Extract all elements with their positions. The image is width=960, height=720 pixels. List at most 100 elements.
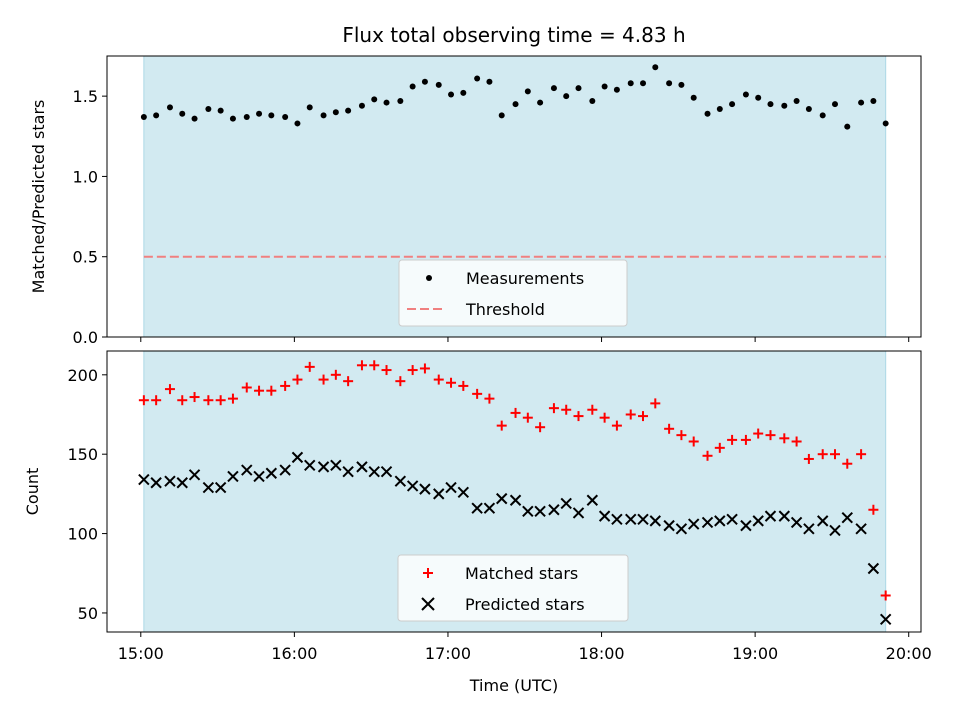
- count-panel: 50 100 150 200 15:00 16:00 17:00 18:00 19:00 20:…: [23, 350, 932, 663]
- y-tick-label: 100: [67, 525, 98, 544]
- measurement-point: [486, 78, 493, 85]
- measurement-point: [755, 94, 762, 101]
- legend-label: Measurements: [466, 269, 584, 288]
- predicted-stars-point: [445, 481, 457, 494]
- predicted-stars-point: [855, 523, 867, 535]
- measurement-point: [678, 81, 685, 88]
- count-y-axis-label: Count: [23, 468, 42, 516]
- predicted-stars-point: [150, 477, 162, 489]
- predicted-stars-point: [714, 515, 726, 527]
- matched-stars-point: [548, 403, 559, 414]
- predicted-stars-point: [457, 486, 470, 499]
- y-tick-label: 150: [67, 445, 98, 464]
- measurement-point: [666, 80, 673, 87]
- measurement-point: [358, 102, 365, 109]
- predicted-stars-point: [496, 492, 508, 505]
- predicted-stars-point: [764, 510, 777, 522]
- measurement-point: [191, 115, 198, 122]
- ratio-panel: 0.0 0.5 1.0 1.5 Matched/Predicted stars Mea…: [29, 55, 922, 347]
- matched-stars-point: [458, 380, 469, 391]
- matched-stars-point: [381, 365, 392, 376]
- predicted-stars-point: [330, 459, 342, 472]
- matched-stars-point: [151, 395, 162, 406]
- matched-stars-point: [522, 412, 533, 423]
- predicted-stars-point: [726, 513, 738, 525]
- measurement-point: [282, 114, 289, 121]
- matched-stars-point: [625, 409, 636, 420]
- x-tick-label: 16:00: [271, 644, 317, 663]
- matched-stars-point: [587, 404, 598, 415]
- predicted-stars-point: [368, 465, 380, 478]
- predicted-stars-point: [342, 465, 354, 478]
- matched-stars-point: [369, 360, 380, 371]
- x-tick-label: 15:00: [118, 644, 164, 663]
- matched-stars-point: [599, 412, 610, 423]
- measurement-point: [397, 97, 404, 104]
- measurement-point: [140, 114, 147, 121]
- ratio-legend: Measurements Threshold: [398, 259, 628, 327]
- measurement-point: [819, 112, 826, 119]
- predicted-stars-point: [176, 477, 188, 489]
- measurement-point: [435, 81, 442, 88]
- measurement-point: [882, 120, 889, 127]
- x-tick-label: 18:00: [578, 644, 624, 663]
- measurement-point: [256, 110, 263, 117]
- measurement-point: [243, 114, 250, 121]
- predicted-stars-point: [304, 459, 316, 472]
- measurement-point: [166, 104, 173, 111]
- matched-stars-point: [138, 395, 149, 406]
- y-tick-label: 0.5: [73, 248, 98, 267]
- predicted-stars-point: [380, 465, 393, 478]
- matched-stars-point: [817, 449, 828, 460]
- predicted-stars-point: [406, 480, 419, 492]
- matched-stars-point: [227, 393, 238, 404]
- matched-stars-point: [203, 395, 214, 406]
- predicted-stars-point: [164, 475, 176, 487]
- matched-stars-point: [215, 395, 226, 406]
- matched-stars-point: [472, 388, 483, 399]
- matched-stars-point: [856, 449, 867, 460]
- matched-stars-point: [292, 374, 303, 385]
- measurement-point: [613, 86, 620, 93]
- legend-label: Matched stars: [465, 564, 578, 583]
- measurement-point: [474, 75, 481, 82]
- measurement-point: [460, 89, 467, 96]
- measurement-point: [601, 83, 608, 90]
- matched-stars-point: [177, 395, 188, 406]
- x-axis-label: Time (UTC): [469, 676, 558, 695]
- matched-stars-point: [189, 392, 200, 403]
- measurement-point: [498, 112, 505, 119]
- predicted-stars-point: [419, 483, 431, 495]
- predicted-stars-point: [687, 518, 700, 530]
- measurement-point: [805, 105, 812, 112]
- measurement-point: [448, 91, 455, 98]
- matched-stars-point: [714, 442, 725, 453]
- x-tick-label: 19:00: [732, 644, 778, 663]
- predicted-stars-point: [879, 613, 892, 626]
- measurement-point: [652, 64, 659, 71]
- predicted-stars-point: [816, 515, 829, 527]
- matched-stars-point: [664, 423, 675, 434]
- predicted-stars-point: [675, 523, 688, 535]
- predicted-stars-point: [790, 516, 803, 529]
- predicted-stars-point: [752, 515, 764, 527]
- matched-stars-point: [304, 361, 315, 372]
- matched-stars-point: [868, 504, 879, 515]
- predicted-stars-point: [138, 473, 150, 486]
- matched-stars-point: [688, 436, 699, 447]
- measurement-point: [575, 85, 582, 92]
- legend-label: Predicted stars: [465, 595, 585, 614]
- predicted-stars-point: [291, 451, 304, 464]
- matched-stars-point: [484, 393, 495, 404]
- matched-stars-point: [407, 365, 418, 376]
- matched-stars-point: [803, 453, 814, 464]
- chart-title: Flux total observing time = 4.83 h: [342, 23, 685, 47]
- matched-stars-point: [280, 380, 291, 391]
- matched-stars-point: [496, 420, 507, 431]
- measurement-point: [512, 101, 519, 108]
- predicted-stars-point: [598, 510, 611, 522]
- measurement-point: [627, 80, 634, 87]
- legend-box: [398, 259, 628, 327]
- ratio-panel-frame: [106, 55, 922, 338]
- predicted-stars-point: [433, 488, 445, 500]
